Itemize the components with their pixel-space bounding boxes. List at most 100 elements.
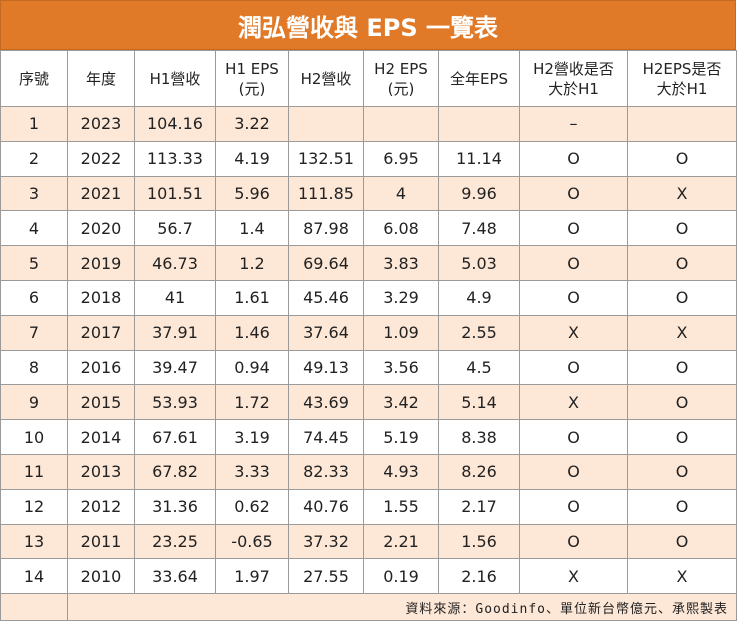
table-cell: 8 <box>0 349 68 386</box>
table-cell: 11 <box>0 453 68 490</box>
table-cell: 23.25 <box>134 523 216 560</box>
table-cell: 67.82 <box>134 453 216 490</box>
table-cell: 10 <box>0 419 68 455</box>
table-cell: 43.69 <box>288 384 364 421</box>
table-cell: 3.33 <box>215 453 289 490</box>
table-cell: 3.83 <box>363 245 439 281</box>
table-cell: 45.46 <box>288 279 364 316</box>
table-cell: O <box>627 210 737 247</box>
table-cell: 2013 <box>67 453 135 490</box>
table-cell: 11.14 <box>438 140 520 177</box>
table-row: 10 2014 67.61 3.19 74.45 5.19 8.38 O O <box>0 419 737 455</box>
table-cell: O <box>519 245 628 281</box>
table-cell: 27.55 <box>288 558 364 595</box>
table-cell: 2018 <box>67 279 135 316</box>
table-body: 1 2023 104.16 3.22–2 2022 113.33 4.19 132.51 6.9… <box>0 106 737 595</box>
header-row: 序號 年度 H1營收 H1 EPS (元) H2營收 H2 EPS (元) 全年EPS H2營收是… <box>0 50 737 107</box>
table-cell: 82.33 <box>288 453 364 490</box>
table-row: 2 2022 113.33 4.19 132.51 6.95 11.14 O O <box>0 140 737 177</box>
table-cell: 5.14 <box>438 384 520 421</box>
table-cell: 56.7 <box>134 210 216 247</box>
table-cell: O <box>627 419 737 455</box>
table-cell: 8.38 <box>438 419 520 455</box>
table-cell: X <box>627 314 737 351</box>
table-cell: 9 <box>0 384 68 421</box>
table-cell: 6.95 <box>363 140 439 177</box>
table-cell: 37.32 <box>288 523 364 560</box>
table-cell: 0.94 <box>215 349 289 386</box>
table-cell: 87.98 <box>288 210 364 247</box>
table-cell: 2015 <box>67 384 135 421</box>
table-cell: 74.45 <box>288 419 364 455</box>
table-cell: 4.9 <box>438 279 520 316</box>
table-cell: O <box>519 140 628 177</box>
table-cell: O <box>627 245 737 281</box>
table-cell: 2.17 <box>438 488 520 525</box>
table-cell <box>363 106 439 142</box>
table-cell: 2016 <box>67 349 135 386</box>
table-cell: 2 <box>0 140 68 177</box>
table-cell: 101.51 <box>134 175 216 212</box>
table-cell: 132.51 <box>288 140 364 177</box>
table-cell: 8.26 <box>438 453 520 490</box>
table-cell: 5.19 <box>363 419 439 455</box>
table-cell: 2019 <box>67 245 135 281</box>
table-cell: 1.56 <box>438 523 520 560</box>
table-cell: -0.65 <box>215 523 289 560</box>
table-cell: 2023 <box>67 106 135 142</box>
table-cell: 13 <box>0 523 68 560</box>
table-cell: 5.03 <box>438 245 520 281</box>
table-cell: 2014 <box>67 419 135 455</box>
table-cell: 39.47 <box>134 349 216 386</box>
table-cell <box>627 106 737 142</box>
table-cell: 5.96 <box>215 175 289 212</box>
table-cell: 7.48 <box>438 210 520 247</box>
column-header: 年度 <box>67 50 135 107</box>
table-cell: 2021 <box>67 175 135 212</box>
table-cell: 4 <box>0 210 68 247</box>
column-header: H1 EPS (元) <box>215 50 289 107</box>
table-cell: 9.96 <box>438 175 520 212</box>
table-row: 9 2015 53.93 1.72 43.69 3.42 5.14 X O <box>0 384 737 421</box>
table-cell: 6.08 <box>363 210 439 247</box>
table-row: 5 2019 46.73 1.2 69.64 3.83 5.03 O O <box>0 245 737 281</box>
table-cell: O <box>519 488 628 525</box>
table-cell: 4.93 <box>363 453 439 490</box>
table-cell: 1.2 <box>215 245 289 281</box>
table-cell: O <box>627 453 737 490</box>
table-row: 14 2010 33.64 1.97 27.55 0.19 2.16 X X <box>0 558 737 595</box>
table-cell: 14 <box>0 558 68 595</box>
table-cell: 37.64 <box>288 314 364 351</box>
table-cell: O <box>519 279 628 316</box>
table-cell: O <box>627 384 737 421</box>
table-cell: 4 <box>363 175 439 212</box>
table-cell: 5 <box>0 245 68 281</box>
table-cell: 2022 <box>67 140 135 177</box>
revenue-eps-table: 序號 年度 H1營收 H1 EPS (元) H2營收 H2 EPS (元) 全年EPS H2營收是… <box>0 50 737 622</box>
table-cell: 33.64 <box>134 558 216 595</box>
table-cell: O <box>519 523 628 560</box>
table-cell: X <box>627 175 737 212</box>
table-row: 4 2020 56.7 1.4 87.98 6.08 7.48 O O <box>0 210 737 247</box>
table-cell: 2011 <box>67 523 135 560</box>
table-cell: 3.56 <box>363 349 439 386</box>
source-note: 資料來源：Goodinfo、單位新台幣億元、承熙製表 <box>67 593 737 622</box>
table-cell: 12 <box>0 488 68 525</box>
table-cell: 67.61 <box>134 419 216 455</box>
table-row: 7 2017 37.91 1.46 37.64 1.09 2.55 X X <box>0 314 737 351</box>
table-cell: 1.72 <box>215 384 289 421</box>
column-header: H2營收是否 大於H1 <box>519 50 628 107</box>
table-cell: O <box>627 523 737 560</box>
table-title: 潤弘營收與 EPS 一覽表 <box>0 0 736 50</box>
table-cell: 3 <box>0 175 68 212</box>
table-cell: 2.55 <box>438 314 520 351</box>
table-cell: 113.33 <box>134 140 216 177</box>
table-cell: O <box>627 140 737 177</box>
column-header: 序號 <box>0 50 68 107</box>
table-cell: 111.85 <box>288 175 364 212</box>
table-cell: 3.19 <box>215 419 289 455</box>
table-cell: O <box>519 349 628 386</box>
table-cell: O <box>519 419 628 455</box>
table-cell: 2010 <box>67 558 135 595</box>
